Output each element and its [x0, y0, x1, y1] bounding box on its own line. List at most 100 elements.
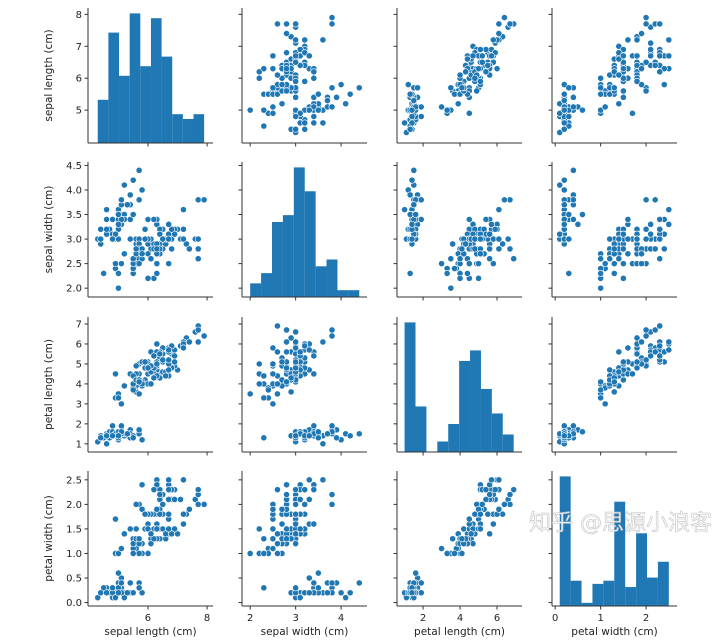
scatter-point: [510, 486, 518, 494]
scatter-point: [451, 265, 458, 272]
scatter-point: [638, 338, 645, 346]
histogram-bar: [657, 561, 669, 606]
scatter-point: [556, 129, 564, 136]
scatter-point: [665, 206, 673, 214]
scatter-point: [491, 486, 499, 494]
scatter-point: [310, 352, 318, 360]
y-tick-label: 2.0: [66, 500, 82, 511]
scatter-point: [274, 348, 281, 356]
scatter-point: [292, 520, 300, 528]
scatter-point: [346, 90, 354, 98]
scatter-point: [283, 65, 290, 73]
panel-2-3: [548, 317, 677, 456]
scatter-point: [465, 515, 473, 523]
scatter-point: [292, 36, 300, 44]
scatter-point: [665, 52, 673, 60]
scatter-point: [651, 245, 659, 253]
scatter-point: [278, 520, 286, 528]
scatter-point: [159, 356, 167, 364]
scatter-point: [495, 476, 503, 484]
scatter-point: [165, 496, 173, 503]
scatter-point: [246, 550, 254, 557]
scatter-point: [610, 84, 618, 92]
scatter-point: [97, 434, 105, 442]
scatter-point: [449, 535, 457, 543]
scatter-point: [109, 216, 116, 223]
scatter-point: [642, 225, 650, 233]
scatter-point: [194, 338, 202, 346]
scatter-point: [301, 78, 309, 85]
histogram-bar: [304, 191, 316, 297]
scatter-point: [569, 166, 577, 174]
scatter-point: [283, 87, 290, 95]
scatter-point: [165, 486, 173, 494]
scatter-point: [168, 530, 176, 538]
scatter-point: [296, 525, 304, 533]
scatter-point: [629, 109, 636, 117]
panel-0-3: [548, 8, 677, 147]
scatter-point: [159, 235, 167, 243]
scatter-point: [408, 113, 416, 120]
scatter-point: [287, 33, 295, 41]
scatter-point: [144, 550, 152, 557]
scatter-point: [495, 505, 503, 513]
y-tick-label: 1: [76, 439, 82, 450]
scatter-point: [579, 211, 586, 218]
scatter-point: [153, 360, 161, 368]
histogram-bar: [261, 273, 272, 297]
scatter-point: [129, 550, 137, 557]
scatter-point: [112, 230, 119, 238]
scatter-point: [660, 81, 668, 88]
scatter-point: [656, 352, 664, 360]
scatter-point: [615, 255, 623, 263]
scatter-point: [615, 368, 623, 376]
scatter-point: [660, 65, 668, 73]
scatter-point: [260, 550, 268, 557]
scatter-point: [180, 206, 187, 214]
scatter-point: [447, 255, 455, 263]
scatter-point: [456, 274, 464, 282]
scatter-point: [656, 68, 664, 76]
scatter-point: [94, 594, 102, 602]
scatter-point: [406, 270, 414, 277]
scatter-point: [476, 46, 484, 53]
x-tick-label: 6: [145, 613, 151, 624]
scatter-point: [656, 20, 664, 28]
scatter-point: [642, 356, 650, 364]
x-tick-label: 8: [204, 613, 210, 624]
scatter-point: [183, 240, 190, 248]
scatter-point: [132, 525, 140, 533]
scatter-point: [310, 486, 318, 494]
scatter-point: [328, 103, 336, 111]
scatter-point: [633, 36, 641, 44]
scatter-point: [180, 235, 187, 243]
scatter-point: [328, 20, 336, 28]
scatter-point: [319, 36, 327, 44]
scatter-point: [456, 71, 464, 79]
y-tick-label: 7: [76, 319, 82, 330]
scatter-point: [292, 20, 300, 28]
scatter-point: [579, 106, 586, 114]
scatter-point: [301, 486, 309, 494]
scatter-point: [464, 270, 471, 277]
scatter-point: [642, 196, 650, 204]
x-tick-label: 1: [597, 613, 603, 624]
scatter-point: [194, 255, 202, 263]
scatter-point: [638, 260, 645, 268]
scatter-point: [597, 106, 605, 114]
scatter-point: [473, 87, 481, 95]
scatter-point: [165, 510, 173, 518]
scatter-point: [314, 434, 322, 442]
panel-0-2: [393, 8, 522, 147]
scatter-point: [495, 245, 503, 253]
scatter-point: [565, 235, 573, 243]
scatter-point: [177, 496, 184, 503]
scatter-point: [486, 530, 494, 538]
histogram-bar: [108, 32, 120, 143]
scatter-point: [443, 270, 451, 277]
scatter-point: [255, 74, 263, 82]
scatter-point: [274, 390, 281, 398]
panel-0-0: 5 6 7 8: [76, 8, 213, 147]
scatter-point: [342, 594, 350, 602]
scatter-point: [328, 326, 336, 334]
